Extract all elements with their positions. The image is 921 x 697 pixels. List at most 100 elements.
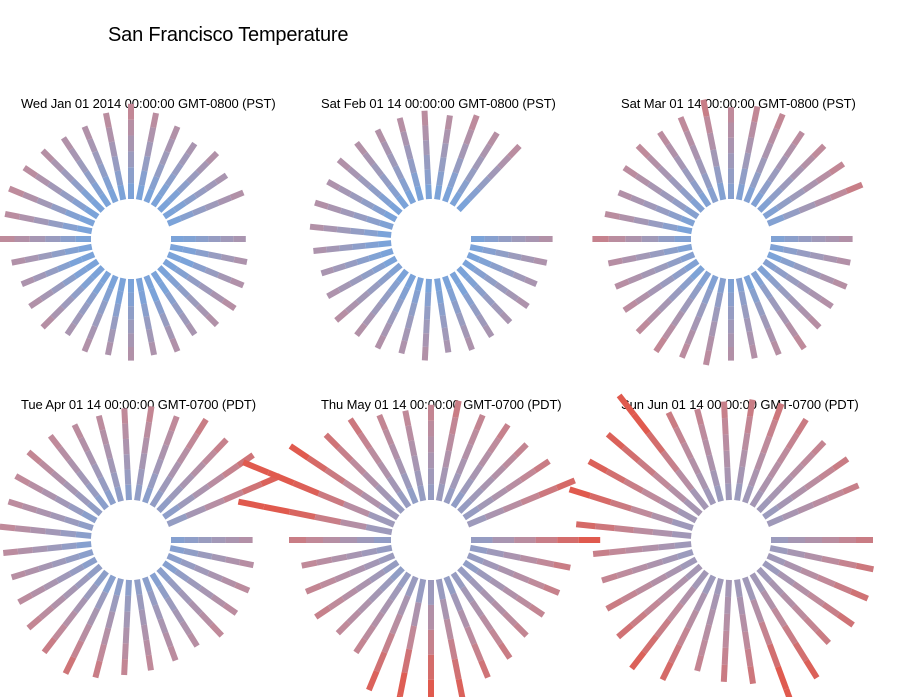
day-bar-segment [620,589,639,604]
day-bar-segment [195,303,210,318]
day-bar [168,415,180,432]
day-bar-segment [455,312,466,327]
day-bar [616,393,637,417]
day-bar-segment [802,179,819,193]
day-bar-segment [777,285,792,300]
day-bar-segment [62,610,78,628]
day-bar-segment [388,584,403,602]
day-bar [402,410,412,427]
day-bar-segment [86,501,103,517]
day-bar-segment [449,472,462,490]
day-bar-segment [414,470,424,487]
day-bar [205,313,220,328]
day-bar-segment [707,186,719,204]
day-bar-segment [722,630,730,649]
day-bar-segment [377,461,392,480]
day-bar-segment [442,186,454,203]
day-bar-segment [364,241,379,249]
day-bar-segment [494,281,509,295]
day-bar-segment [84,258,100,272]
day-bar-segment [785,273,800,287]
day-bar-segment [398,177,411,193]
day-bar-segment [197,282,214,296]
day-bar-segment [469,544,488,555]
day-bar [398,340,408,355]
day-bar-segment [50,158,65,173]
day-bar [499,311,513,325]
day-bar-segment [405,314,415,329]
day-bar-segment [83,170,97,185]
day-bar-segment [144,141,154,158]
day-bar [2,548,19,556]
day-bar-segment [442,128,451,144]
day-bar-segment [362,311,376,327]
day-bar [523,276,538,288]
day-bar-segment [332,263,347,273]
day-bar-segment [164,172,177,187]
day-bar-segment [138,609,147,626]
day-bar-segment [710,593,720,611]
day-bar [819,296,834,310]
day-bar-segment [157,584,170,600]
day-bar [772,402,785,422]
day-bar-segment [489,261,504,273]
day-bar [22,165,39,179]
day-bar-segment [636,458,657,477]
day-bar-segment [166,274,181,289]
day-bar-segment [368,568,386,583]
day-bar-segment [122,423,129,440]
day-bar-segment [481,558,500,571]
day-bar-segment [456,281,468,296]
day-bar-segment [520,492,541,506]
day-bar [770,340,782,356]
day-bar-segment [425,184,432,200]
day-bar [629,650,647,671]
day-bar-segment [708,320,718,337]
day-bar-segment [38,459,55,475]
day-bar-segment [57,446,72,462]
day-bar-segment [736,596,746,615]
day-bar-segment [54,495,71,509]
day-bar-segment [500,266,515,278]
day-bar-segment [815,170,832,185]
day-bar-segment [86,607,101,627]
day-bar-segment [414,185,424,202]
day-bar [694,654,704,672]
day-bar [40,315,55,330]
day-bar-segment [80,251,96,263]
day-bar-segment [68,147,82,163]
chart-title: Sat Feb 01 14 00:00:00 GMT-0800 (PST) [321,96,556,111]
day-bar-segment [673,155,687,171]
day-bar-segment [388,201,403,216]
day-bar-segment [52,623,68,641]
day-bar-segment [457,609,470,629]
day-bar [148,341,158,356]
day-bar-segment [380,322,393,338]
day-bar-segment [658,542,676,551]
day-bar-segment [387,496,405,514]
day-bar [605,431,626,450]
day-bar-segment [789,462,805,479]
day-bar-segment [74,490,91,506]
day-bar-segment [627,273,643,285]
day-bar [26,615,43,631]
day-bar [145,654,154,671]
day-bar-segment [406,487,419,505]
day-bar-segment [676,626,691,647]
day-bar-segment [739,449,748,468]
day-bar-segment [147,126,157,143]
day-bar-segment [724,596,732,615]
day-bar [92,660,103,679]
day-bar-segment [85,291,98,306]
day-bar-segment [838,559,857,569]
day-bar-segment [78,623,93,643]
day-bar-segment [657,297,673,313]
day-bar-segment [689,487,709,511]
day-bar-segment [378,192,393,207]
day-bar-segment [476,175,492,191]
day-bar [11,257,26,266]
day-bar-segment [741,432,751,451]
day-bar-segment [398,285,411,301]
day-bar-segment [75,531,92,539]
day-bar-segment [457,566,473,582]
